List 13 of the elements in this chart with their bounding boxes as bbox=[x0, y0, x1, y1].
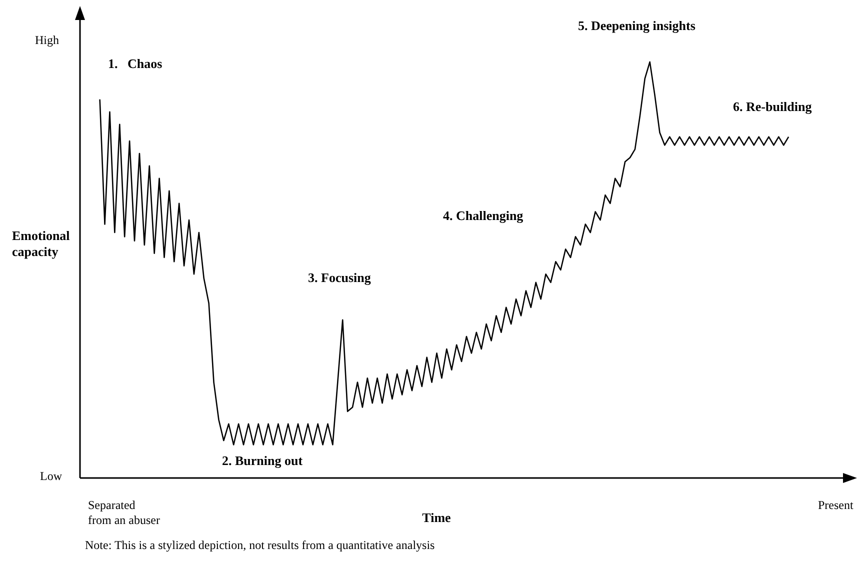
text: Separated from an abuser bbox=[88, 498, 160, 527]
annotation: 6. Re-building bbox=[733, 99, 812, 114]
annotation: 4. Challenging bbox=[443, 208, 524, 223]
text: Present bbox=[818, 498, 854, 512]
text: High bbox=[35, 33, 59, 47]
y-axis-title: Emotional capacity bbox=[12, 228, 70, 259]
x-axis-title: Time bbox=[422, 510, 452, 525]
annotation: 2. Burning out bbox=[222, 453, 304, 468]
annotation: 3. Focusing bbox=[308, 270, 372, 285]
text: 5. Deepening insights bbox=[578, 18, 696, 33]
text: Note: This is a stylized depiction, not results from a quantitative analysis bbox=[85, 538, 436, 552]
annotation: 1. Chaos bbox=[108, 56, 162, 71]
text: Low bbox=[40, 469, 62, 483]
